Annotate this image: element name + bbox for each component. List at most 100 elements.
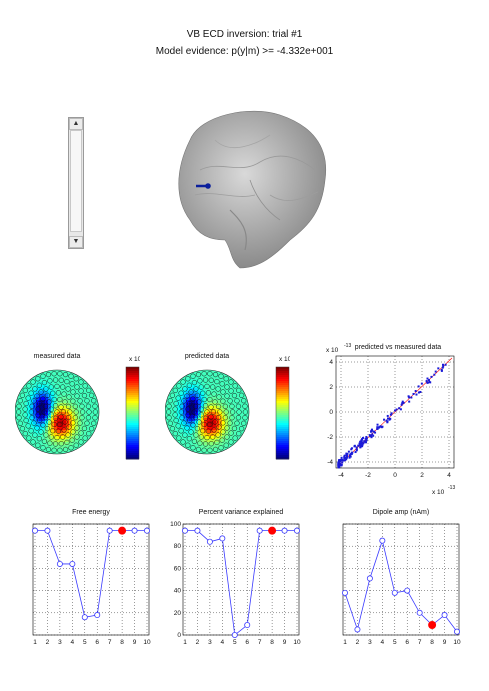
scatter-point — [426, 381, 429, 384]
x-tick-label: 1 — [183, 639, 187, 646]
trial-slider[interactable]: ▲ ▼ — [68, 117, 84, 249]
sensor-marker — [35, 412, 41, 418]
x-tick-label: 6 — [95, 639, 99, 646]
scatter-yexp-power: -13 — [344, 343, 351, 349]
scatter-point — [361, 437, 364, 440]
sensor-marker — [181, 420, 187, 426]
scatter-point — [402, 401, 405, 404]
selected-trial-marker — [118, 526, 127, 535]
sensor-marker — [207, 371, 213, 377]
sensor-marker — [72, 415, 78, 421]
sensor-marker — [28, 409, 35, 415]
sensor-marker — [208, 441, 214, 447]
sensor-marker — [69, 437, 75, 443]
sensor-marker — [52, 415, 59, 421]
sensor-marker — [197, 378, 203, 384]
sensor-marker — [57, 421, 63, 428]
free-energy-chart: Free energy 1 2 3 4 5 6 7 8 9 10 — [31, 509, 151, 646]
sensor-marker — [200, 390, 206, 396]
sensor-marker — [184, 393, 190, 399]
x-tick-label: 3 — [58, 639, 62, 646]
sensor-marker — [66, 424, 72, 430]
x-tick-label: 2 — [196, 639, 200, 646]
sensor-marker — [50, 390, 56, 396]
scatter-point — [412, 392, 415, 395]
colorbar — [275, 366, 290, 460]
scatter-point — [362, 442, 365, 445]
sensor-marker — [224, 425, 230, 431]
sensor-marker — [84, 420, 90, 426]
selected-trial-marker — [268, 526, 277, 535]
sensor-marker — [74, 393, 80, 399]
sensor-marker — [236, 409, 242, 415]
sensor-array — [15, 371, 99, 453]
sensor-marker — [208, 414, 214, 420]
scatter-point — [417, 385, 420, 388]
y-tick-label: 20 — [174, 610, 182, 617]
scatter-points — [337, 363, 447, 469]
sensor-marker — [69, 381, 75, 387]
sensor-marker — [229, 415, 235, 421]
sensor-marker — [190, 373, 196, 379]
sensor-marker — [50, 428, 56, 434]
sensor-marker — [178, 390, 184, 396]
x-tick-label: 5 — [393, 639, 397, 646]
sensor-marker — [28, 390, 34, 396]
scatter-point — [372, 430, 375, 433]
arrow-down-icon[interactable]: ▼ — [69, 236, 83, 248]
scatter-point — [364, 437, 367, 440]
series-line — [35, 530, 147, 618]
sensor-marker — [172, 406, 178, 412]
sensor-marker — [191, 409, 197, 415]
sensor-marker — [43, 432, 49, 438]
sensor-marker — [70, 429, 76, 435]
scatter-point — [399, 408, 402, 411]
sensor-marker — [227, 398, 233, 404]
sensor-marker — [45, 446, 52, 453]
y-tick-label: 100 — [170, 521, 181, 528]
sensor-marker — [74, 434, 80, 440]
sensor-marker — [166, 415, 172, 421]
scatter-point — [444, 363, 447, 366]
scatter-point — [371, 433, 374, 436]
sensor-marker — [17, 420, 23, 426]
x-tick-label: 3 — [368, 639, 372, 646]
sensor-marker — [242, 415, 248, 421]
scatter-point — [420, 382, 423, 385]
sensor-marker — [64, 439, 70, 446]
sensor-marker — [70, 420, 76, 426]
scatter-point — [437, 367, 440, 370]
scatter-point — [368, 434, 371, 437]
data-point — [194, 527, 201, 534]
x-tick-label: 7 — [108, 639, 112, 646]
sensor-marker — [92, 415, 98, 421]
sensor-marker — [190, 445, 196, 451]
scatter-xtick: -4 — [338, 472, 344, 479]
scatter-point — [442, 365, 445, 368]
sensor-marker — [167, 420, 173, 426]
sensor-marker — [220, 420, 226, 426]
slider-track[interactable] — [70, 130, 82, 232]
scatter-point — [434, 370, 437, 373]
sensor-marker — [79, 409, 86, 415]
arrow-up-icon[interactable]: ▲ — [69, 118, 83, 130]
sensor-marker — [34, 393, 40, 399]
sensor-marker — [207, 421, 213, 428]
sensor-marker — [41, 438, 48, 445]
sensor-marker — [29, 403, 35, 409]
sensor-marker — [81, 425, 88, 432]
data-point — [181, 527, 188, 534]
sensor-marker — [169, 392, 176, 398]
scatter-point — [359, 440, 362, 443]
scatter-point — [398, 407, 401, 410]
sensor-marker — [60, 434, 66, 440]
sensor-marker — [210, 409, 217, 415]
sensor-marker — [210, 384, 216, 390]
scatter-point — [359, 444, 362, 447]
sensor-marker — [23, 400, 29, 407]
scatter-point — [361, 445, 364, 448]
sensor-marker — [202, 415, 209, 421]
sensor-marker — [222, 415, 228, 421]
sensor-marker — [86, 387, 92, 394]
scatter-point — [415, 393, 418, 396]
